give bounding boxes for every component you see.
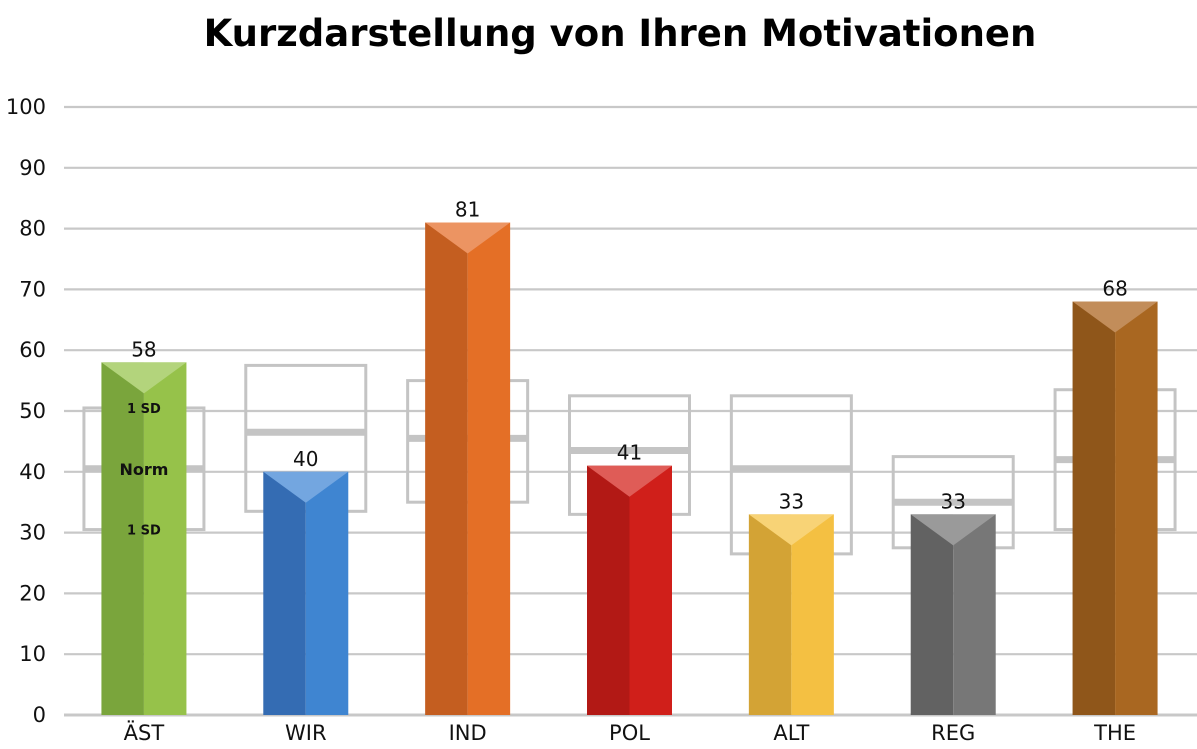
bar-left-face [748,514,792,715]
bar-left-face [587,465,630,715]
data-label: 58 [131,337,156,361]
bar-left-face [101,362,144,715]
bar-cap [587,465,672,497]
x-tick-label: WIR [285,721,327,745]
x-tick-label: THE [1093,721,1136,745]
x-tick-label: POL [609,721,650,745]
data-label: 41 [617,441,642,465]
bar-left-face [425,222,468,715]
y-tick-label: 80 [19,217,46,241]
x-tick-label: REG [931,721,975,745]
bar-right-face [629,465,672,715]
bar-right-face [1115,301,1158,715]
x-tick-label: IND [449,721,487,745]
lower-sd-annotation: 1 SD [127,524,161,539]
y-tick-label: 70 [19,277,46,301]
x-tick-label: ALT [773,721,809,745]
y-tick-label: 30 [19,521,46,545]
y-tick-label: 10 [19,642,46,666]
bar-cap [425,222,511,254]
bar-right-face [953,514,996,715]
bar-cap [101,362,187,394]
y-tick-label: 20 [19,581,46,605]
bar-right-face [791,514,834,715]
y-tick-label: 40 [19,460,46,484]
bar-cap [263,471,349,503]
y-tick-label: 100 [6,95,46,119]
upper-sd-annotation: 1 SD [127,402,161,417]
bar-left-face [1072,301,1116,715]
bar-right-face [305,471,349,715]
data-label: 33 [779,489,804,513]
bar-cap [1072,301,1158,333]
bar-right-face [143,362,187,715]
data-label: 81 [455,198,480,222]
y-tick-label: 90 [19,156,46,180]
chart-title: Kurzdarstellung von Ihren Motivationen [203,12,1037,55]
y-tick-label: 60 [19,338,46,362]
bar-left-face [263,471,306,715]
bar-right-face [467,222,511,715]
bar-cap [748,514,834,546]
data-label: 40 [293,447,318,471]
norm-annotation: Norm [119,460,168,479]
bar-cap [910,514,996,546]
data-label: 33 [940,489,965,513]
data-label: 68 [1102,277,1127,301]
bar-layer [101,222,1158,715]
x-tick-label: ÄST [124,720,165,745]
y-tick-label: 0 [33,703,46,727]
label-layer: 58 ÄST 1 SD Norm 1 SD 40 WIR 81 IND 41 POL 33 ALT 33 R… [119,198,1136,745]
y-tick-label: 50 [19,399,46,423]
bar-left-face [910,514,954,715]
